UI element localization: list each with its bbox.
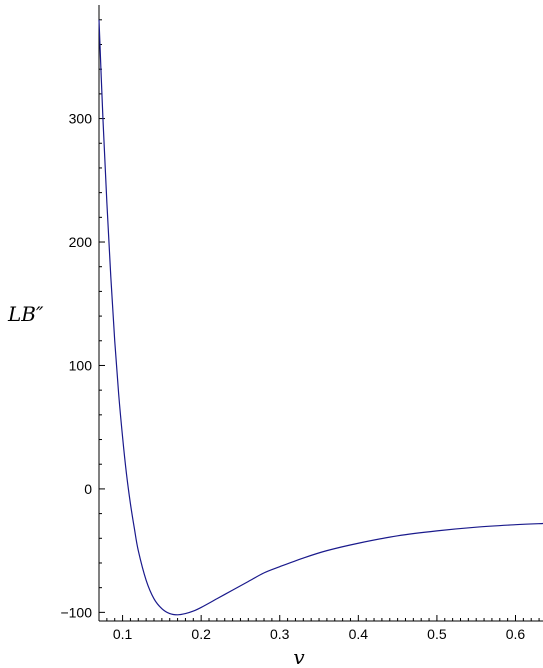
x-axis-label: v [293, 645, 305, 668]
tick-labels: −100 0 100 200 300 0.1 0.2 0.3 0.4 0.5 0.6 [60, 111, 525, 642]
y-tick-label: 200 [69, 234, 93, 250]
x-tick-label: 0.6 [506, 626, 526, 642]
y-axis-label: LB″ [7, 302, 44, 326]
y-tick-label: 100 [69, 357, 93, 373]
y-tick-label: 0 [84, 481, 92, 497]
y-tick-label: −100 [60, 604, 92, 620]
axes [98, 5, 543, 622]
x-tick-label: 0.1 [113, 626, 133, 642]
x-tick-label: 0.5 [427, 626, 447, 642]
x-tick-label: 0.4 [349, 626, 369, 642]
tick-marks [99, 19, 540, 621]
series-line-0 [98, 19, 543, 616]
x-tick-label: 0.2 [191, 626, 211, 642]
y-tick-label: 300 [69, 111, 93, 127]
data-series [98, 19, 543, 616]
x-tick-label: 0.3 [270, 626, 290, 642]
